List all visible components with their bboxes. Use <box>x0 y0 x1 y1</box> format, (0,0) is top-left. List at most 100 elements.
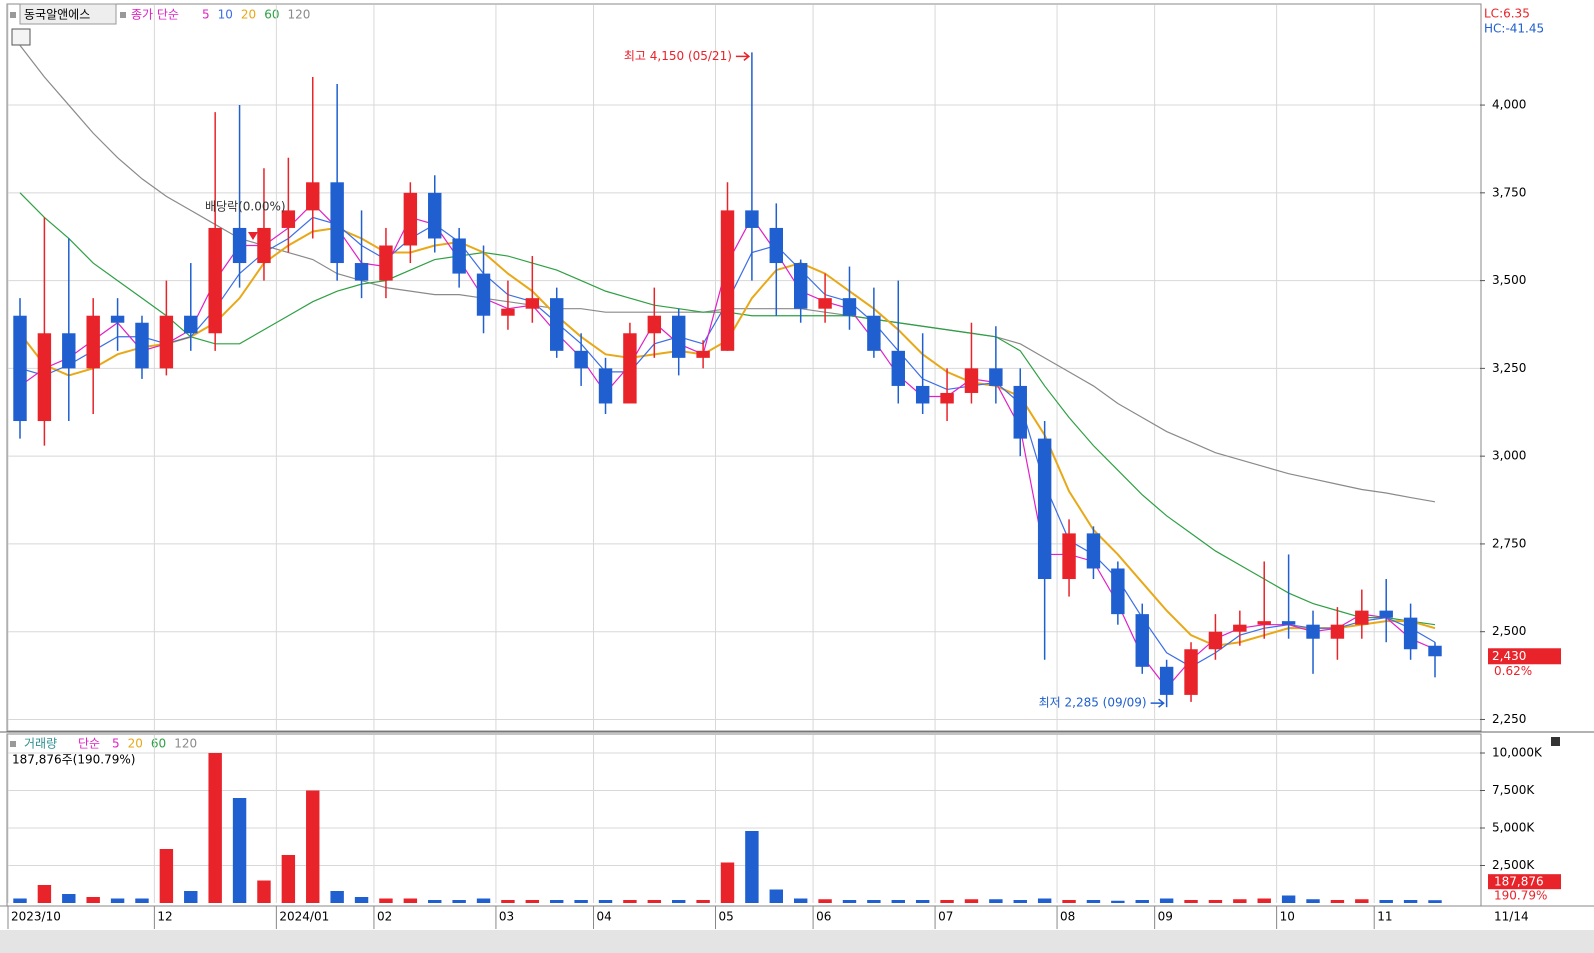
volume-bar <box>1208 900 1223 903</box>
scrollbar[interactable] <box>0 930 1594 953</box>
candle-body <box>306 182 320 211</box>
volume-bar <box>1135 900 1149 903</box>
candle-body <box>550 298 564 351</box>
y-tick-label: 7,500K <box>1492 783 1535 797</box>
last-volume-badge <box>1488 874 1561 890</box>
candle-body <box>257 227 271 264</box>
volume-bar <box>13 898 27 903</box>
volume-bar <box>86 897 100 903</box>
volume-bar <box>62 894 76 903</box>
volume-bar <box>842 900 857 903</box>
volume-legend-period: 120 <box>174 737 197 751</box>
volume-bar <box>1330 900 1345 903</box>
candle-body <box>1306 624 1320 639</box>
volume-bar <box>37 885 52 903</box>
legend-box <box>120 12 126 18</box>
volume-bar <box>1403 900 1418 903</box>
ma-legend-period: 120 <box>287 8 310 22</box>
volume-bar <box>745 831 759 903</box>
low-arrow <box>1150 698 1165 708</box>
candle-body <box>13 315 27 422</box>
y-tick-label: 3,500 <box>1492 273 1526 287</box>
dividend-annotation: 배당락(0.00%) <box>205 200 286 214</box>
candle-body <box>1135 614 1149 667</box>
candle-body <box>1330 624 1345 639</box>
candle-body <box>793 263 808 309</box>
candle-body <box>940 392 954 404</box>
candle-body <box>915 385 930 404</box>
price-frame <box>6 3 1482 732</box>
stock-name-box[interactable] <box>19 3 117 25</box>
x-tick-label: 11 <box>1377 910 1392 924</box>
candle-body <box>1403 617 1418 650</box>
x-tick-label: 04 <box>597 910 612 924</box>
volume-bar <box>1062 900 1076 903</box>
table-icon[interactable] <box>11 28 31 46</box>
volume-bar <box>452 900 466 903</box>
x-tick-label: 08 <box>1060 910 1075 924</box>
volume-bar <box>1281 895 1296 903</box>
ma-legend-period: 10 <box>218 8 233 22</box>
legend-box <box>10 12 16 18</box>
volume-bar <box>1306 899 1320 903</box>
candle-body <box>1281 621 1296 625</box>
volume-bar <box>964 899 979 903</box>
volume-bar <box>1013 900 1027 903</box>
volume-bar <box>867 900 881 903</box>
volume-bar <box>354 897 369 903</box>
candle-body <box>891 350 905 386</box>
volume-bar <box>110 898 125 903</box>
candle-body <box>354 263 369 281</box>
candle-body <box>135 322 149 369</box>
candle-body <box>1428 645 1442 657</box>
low-annotation: 최저 2,285 (09/09) <box>1039 696 1147 710</box>
volume-bar <box>257 880 271 903</box>
volume-bar <box>550 900 564 903</box>
volume-bar <box>647 900 662 903</box>
legend-box <box>10 741 16 747</box>
volume-bar <box>135 898 149 903</box>
hc-info: HC:-41.45 <box>1484 22 1544 36</box>
candle-body <box>1062 533 1076 580</box>
candle-body <box>598 368 613 404</box>
volume-bar <box>623 900 637 903</box>
candle-body <box>1208 631 1223 650</box>
candle-body <box>842 298 857 316</box>
y-tick-label: 4,000 <box>1492 98 1526 112</box>
volume-bar <box>1355 899 1369 903</box>
last-price-label: 2,430 <box>1492 649 1526 663</box>
volume-bar <box>428 900 442 903</box>
y-tick-label: 3,000 <box>1492 449 1526 463</box>
candle-body <box>769 227 784 264</box>
candle-body <box>110 315 125 323</box>
ma-legend-period: 60 <box>264 8 279 22</box>
candle-body <box>208 227 222 334</box>
candle-body <box>647 315 662 334</box>
candle-body <box>476 273 491 316</box>
candle-body <box>696 350 710 358</box>
last-volume-ratio: 190.79% <box>1494 889 1547 903</box>
last-price-badge <box>1488 648 1561 665</box>
volume-bar <box>574 900 588 903</box>
x-tick-label: 02 <box>377 910 392 924</box>
volume-legend-period: 60 <box>151 737 166 751</box>
candle-body <box>989 368 1003 386</box>
candle-body <box>1257 621 1271 625</box>
y-tick-label: 2,750 <box>1492 536 1526 550</box>
candle-body <box>428 192 442 239</box>
candle-body <box>501 308 515 316</box>
candle-body <box>184 315 198 334</box>
volume-bar <box>208 753 222 903</box>
x-tick-label: 10 <box>1280 910 1295 924</box>
volume-bar <box>696 900 710 903</box>
volume-bar <box>940 900 954 903</box>
candle-body <box>379 245 393 281</box>
volume-bar <box>1184 900 1198 903</box>
volume-bar <box>330 891 344 903</box>
close-icon[interactable] <box>1551 737 1560 746</box>
candle-body <box>1037 438 1052 580</box>
volume-bar <box>1379 900 1393 903</box>
candle-body <box>1379 610 1393 618</box>
last-volume-label: 187,876 <box>1494 875 1544 889</box>
